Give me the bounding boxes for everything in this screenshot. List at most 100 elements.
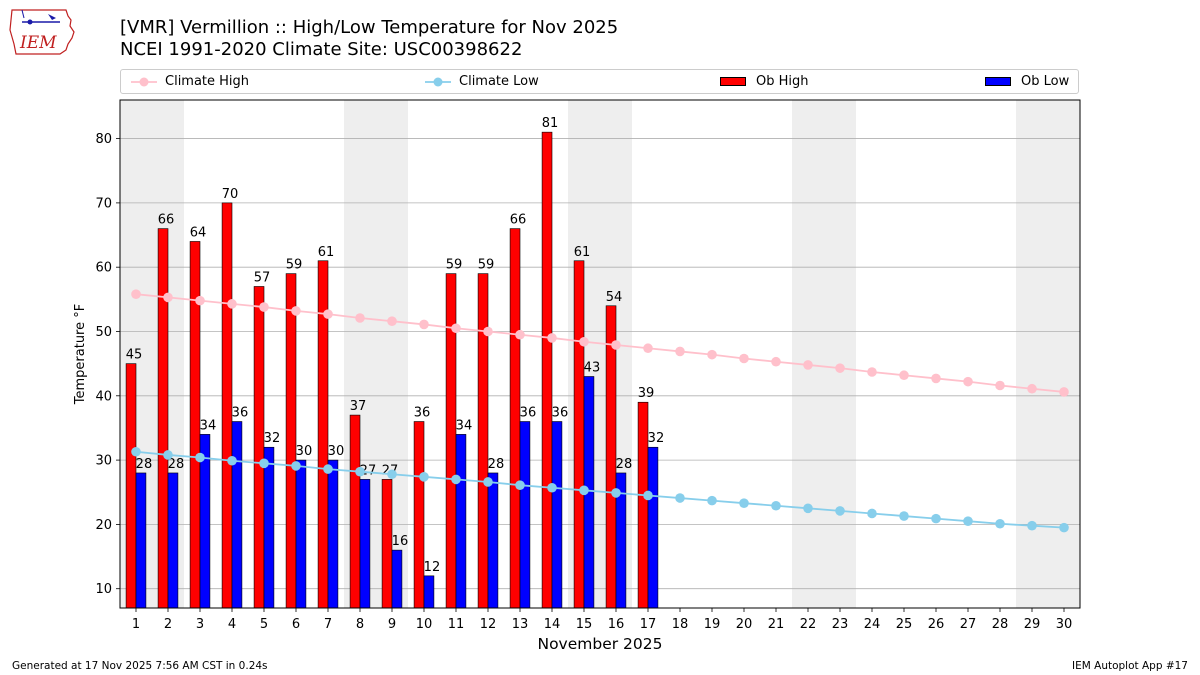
- climate-low-point: [835, 506, 845, 516]
- ob-high-bar: [125, 363, 137, 609]
- climate-high-point: [387, 316, 397, 327]
- climate-low-point: [931, 513, 941, 524]
- x-tick-label: 28: [992, 617, 1009, 632]
- x-axis-label: November 2025: [537, 635, 662, 653]
- climate-low-point: [707, 495, 717, 506]
- ob-high-data-label: 45: [126, 348, 143, 363]
- climate-low-point: [547, 482, 557, 493]
- ob-low-bar: [327, 459, 339, 609]
- climate-low-point: [963, 516, 973, 526]
- ob-low-bar: [647, 446, 659, 609]
- climate-high-point: [291, 306, 301, 316]
- ob-low-bar: [263, 446, 275, 609]
- x-tick-label: 20: [736, 617, 753, 632]
- ob-low-bar: [551, 421, 563, 609]
- y-axis-label: Temperature °F: [73, 304, 88, 405]
- ob-high-data-label: 37: [350, 399, 367, 414]
- x-tick-label: 8: [356, 617, 364, 632]
- iem-logo: IEM: [8, 6, 80, 58]
- x-tick-label: 24: [864, 617, 881, 632]
- ob-low-bar: [135, 472, 147, 609]
- climate-high-point: [931, 373, 941, 384]
- plot-frame: [119, 99, 1081, 609]
- ob-high-bar: [573, 260, 585, 609]
- ob-low-data-label: 30: [328, 444, 345, 459]
- legend-ob-high-label: Ob High: [756, 74, 809, 89]
- ob-low-data-label: 27: [360, 463, 377, 478]
- y-tick-label: 50: [95, 325, 112, 340]
- x-tick-label: 12: [480, 617, 497, 632]
- climate-high-point: [675, 346, 685, 357]
- climate-low-point: [323, 464, 333, 474]
- legend: Climate High Climate Low Ob High Ob Low: [120, 69, 1079, 94]
- legend-ob-low-label: Ob Low: [1021, 74, 1070, 89]
- climate-high-point: [643, 343, 653, 354]
- climate-high-point: [195, 295, 205, 306]
- ob-low-data-label: 32: [648, 431, 665, 446]
- legend-climate-low: Climate Low: [425, 70, 539, 93]
- climate-low-point: [131, 446, 141, 457]
- generated-footer: Generated at 17 Nov 2025 7:56 AM CST in …: [12, 660, 268, 672]
- ob-high-bar: [349, 414, 361, 609]
- ob-high-data-label: 59: [286, 258, 303, 273]
- ob-high-data-label: 81: [542, 116, 559, 131]
- climate-high-point: [771, 356, 781, 367]
- ob-low-data-label: 36: [520, 406, 537, 421]
- ob-low-data-label: 28: [136, 457, 153, 472]
- legend-ob-high: Ob High: [720, 70, 809, 93]
- climate-high-point: [227, 299, 237, 309]
- weekend-band: [792, 100, 856, 608]
- x-tick-label: 7: [324, 617, 332, 632]
- x-tick-label: 16: [608, 617, 625, 632]
- ob-high-data-label: 59: [446, 258, 463, 273]
- x-tick-label: 23: [832, 617, 849, 632]
- climate-high-point: [1027, 383, 1037, 394]
- ob-high-data-label: 61: [574, 245, 591, 260]
- x-tick-label: 26: [928, 617, 945, 632]
- ob-low-data-label: 36: [552, 406, 569, 421]
- logo-text: IEM: [19, 33, 57, 53]
- y-tick-label: 10: [95, 582, 112, 597]
- climate-high-point: [547, 333, 557, 343]
- climate-high-point: [483, 326, 493, 337]
- x-tick-label: 10: [416, 617, 433, 632]
- ob-low-data-label: 32: [264, 431, 281, 446]
- x-tick-label: 9: [388, 617, 396, 632]
- climate-low-point: [195, 452, 205, 463]
- climate-high-point: [579, 336, 589, 347]
- ob-high-data-label: 66: [510, 213, 527, 228]
- ob-high-bar: [157, 228, 169, 609]
- climate-low-line: [135, 450, 1065, 529]
- ob-high-bar: [285, 273, 297, 609]
- ob-high-data-label: 61: [318, 245, 335, 260]
- climate-low-point: [771, 500, 781, 511]
- x-tick-label: 19: [704, 617, 721, 632]
- climate-low-point: [611, 488, 621, 498]
- ob-low-bar: [487, 472, 499, 609]
- ob-high-bar: [637, 401, 649, 609]
- ob-low-data-label: 12: [424, 560, 441, 575]
- climate-low-point: [1027, 520, 1037, 531]
- ob-high-bar: [413, 421, 425, 609]
- legend-climate-high-marker: [131, 77, 157, 86]
- climate-low-point: [803, 503, 813, 514]
- x-tick-label: 6: [292, 617, 300, 632]
- ob-low-bar: [295, 459, 307, 609]
- ob-high-bar: [221, 202, 233, 609]
- weekend-band: [1016, 100, 1080, 608]
- climate-low-point: [995, 518, 1005, 529]
- climate-high-point: [707, 349, 717, 360]
- legend-climate-low-marker: [425, 77, 451, 86]
- ob-low-data-label: 36: [232, 406, 249, 421]
- ob-high-bar: [253, 286, 265, 609]
- x-tick-label: 3: [196, 617, 204, 632]
- climate-low-point: [227, 455, 237, 466]
- climate-high-point: [163, 292, 173, 303]
- climate-low-point: [483, 477, 493, 487]
- ob-high-bar: [605, 305, 617, 609]
- climate-high-point: [867, 367, 877, 377]
- ob-low-bar: [231, 421, 243, 609]
- ob-high-data-label: 66: [158, 213, 175, 228]
- climate-low-point: [579, 485, 589, 496]
- climate-low-point: [291, 461, 301, 471]
